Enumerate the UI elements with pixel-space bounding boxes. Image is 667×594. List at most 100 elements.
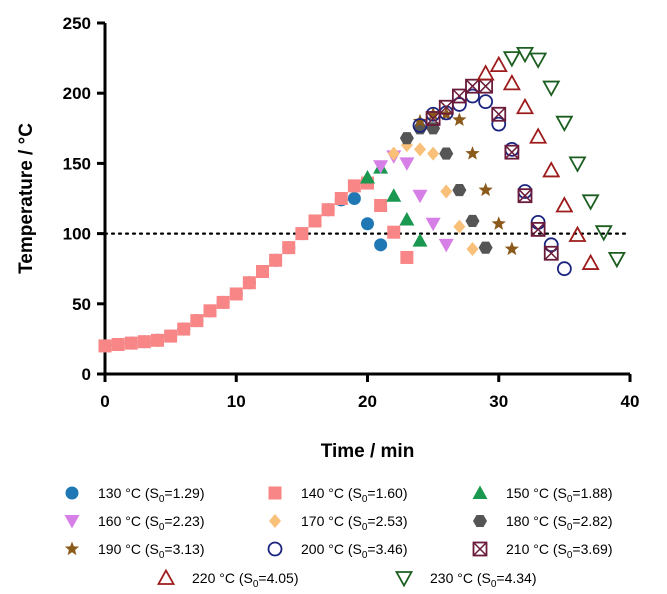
legend-label-series-8: 200 °C (S0=3.46) — [301, 541, 408, 561]
data-point-series-11 — [594, 225, 613, 242]
data-point-series-7 — [412, 113, 428, 128]
data-point-series-2 — [282, 241, 296, 255]
legend-marker-series-10 — [156, 568, 176, 585]
data-point-series-9-part — [425, 111, 441, 126]
data-point-series-2 — [111, 338, 125, 352]
data-point-series-10 — [529, 127, 548, 144]
x-tick-label: 40 — [621, 392, 640, 411]
legend-marker-series-11 — [394, 571, 414, 588]
data-point-series-5 — [453, 219, 466, 234]
data-point-series-9-part — [517, 188, 533, 204]
data-point-series-9-part — [517, 188, 533, 203]
x-axis-title: Time / min — [321, 441, 415, 462]
data-point-series-9-part — [544, 246, 559, 261]
data-point-series-10 — [542, 161, 561, 178]
legend-label-series-3: 150 °C (S0=1.88) — [506, 485, 613, 505]
data-point-series-9-part — [531, 222, 546, 237]
y-tick-label: 100 — [63, 225, 91, 244]
data-point-series-11 — [542, 80, 561, 97]
legend-label-series-1: 130 °C (S0=1.29) — [98, 485, 205, 505]
data-point-series-9-part — [465, 79, 480, 94]
legend-marker-series-6 — [473, 514, 487, 528]
x-tick-label: 10 — [227, 392, 246, 411]
data-point-series-1 — [361, 217, 374, 231]
data-point-series-3 — [412, 233, 428, 247]
y-axis-title: Temperature / °C — [16, 123, 37, 274]
data-point-series-9-part — [426, 111, 441, 126]
legend-marker-series-3 — [472, 485, 488, 499]
data-point-series-10 — [502, 74, 521, 91]
data-point-series-3 — [386, 188, 402, 202]
data-point-series-10 — [581, 253, 600, 270]
legend-marker-series-8 — [267, 541, 283, 557]
data-point-series-11 — [581, 194, 600, 211]
data-point-series-9-part — [438, 99, 454, 115]
data-point-series-2 — [334, 192, 348, 205]
data-point-series-10 — [515, 97, 535, 115]
data-point-series-6 — [439, 147, 454, 160]
data-point-series-5 — [427, 146, 440, 161]
data-point-series-9 — [425, 111, 441, 126]
data-point-series-2 — [229, 287, 243, 301]
data-point-series-6 — [399, 132, 414, 145]
data-point-series-9-part — [504, 144, 520, 160]
data-point-series-9 — [451, 88, 467, 104]
data-point-series-9-part — [451, 88, 467, 104]
data-point-series-11 — [529, 52, 548, 69]
data-point-series-6 — [465, 214, 480, 228]
data-point-series-5 — [414, 142, 426, 157]
data-point-series-9-part — [452, 88, 467, 104]
data-point-series-9-part — [530, 221, 546, 237]
data-point-series-4 — [438, 238, 454, 253]
data-point-series-2 — [387, 225, 401, 239]
legend-label-series-5: 170 °C (S0=2.53) — [301, 513, 408, 533]
legend-marker-series-7 — [64, 541, 80, 556]
data-point-series-8 — [491, 116, 507, 132]
data-point-series-3 — [399, 212, 415, 226]
data-point-series-2 — [98, 339, 112, 353]
data-point-series-7 — [425, 106, 441, 121]
data-point-series-9 — [530, 221, 546, 237]
data-point-series-2 — [151, 333, 164, 347]
legend-marker-series-5 — [269, 514, 281, 528]
data-point-series-9-part — [504, 145, 519, 160]
data-point-series-2 — [269, 253, 283, 267]
legend-label-series-7: 190 °C (S0=3.13) — [98, 541, 205, 561]
data-point-series-7 — [504, 241, 520, 256]
data-point-series-7 — [491, 216, 506, 230]
legend-marker-series-1 — [65, 486, 79, 500]
legend-label-series-4: 160 °C (S0=2.23) — [98, 513, 205, 533]
data-point-series-4 — [399, 157, 415, 171]
data-point-series-2 — [190, 314, 204, 328]
data-point-series-5 — [387, 146, 400, 161]
data-point-series-9-part — [491, 106, 507, 122]
y-tick-label: 50 — [72, 295, 91, 314]
data-point-series-11 — [502, 51, 521, 68]
data-point-series-11 — [568, 156, 587, 173]
data-point-series-9-part — [439, 100, 454, 115]
data-point-series-2 — [308, 214, 322, 228]
data-point-series-4 — [425, 217, 441, 232]
data-point-series-2 — [216, 295, 230, 309]
data-point-series-11 — [555, 115, 574, 133]
data-point-series-2 — [124, 336, 138, 350]
data-point-series-2 — [374, 199, 388, 213]
data-point-series-7 — [465, 146, 480, 160]
data-point-series-8 — [543, 237, 559, 253]
data-point-series-10 — [476, 64, 495, 81]
data-point-series-11 — [515, 46, 535, 64]
legend-label-series-9: 210 °C (S0=3.69) — [506, 541, 613, 561]
data-point-series-4 — [373, 160, 389, 174]
data-point-series-9 — [517, 188, 533, 204]
data-point-series-9 — [465, 78, 480, 94]
data-point-series-2 — [256, 265, 269, 279]
y-tick-label: 250 — [63, 14, 91, 33]
data-point-series-7 — [452, 112, 467, 126]
data-point-series-2 — [321, 203, 335, 217]
data-point-series-3 — [360, 169, 375, 184]
data-point-series-9-part — [543, 245, 559, 261]
x-tick-label: 20 — [358, 392, 377, 411]
data-point-series-6 — [478, 241, 493, 254]
